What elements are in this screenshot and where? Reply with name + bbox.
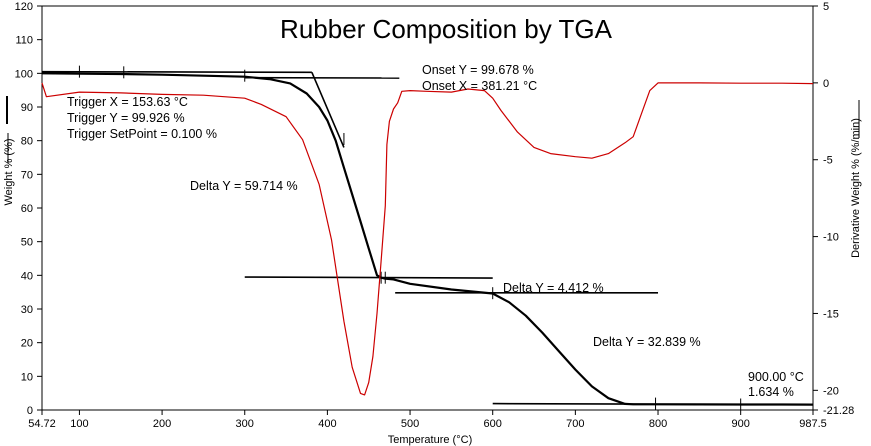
x-tick-label: 700	[566, 418, 584, 430]
y2-tick-label: -10	[823, 232, 839, 244]
annotation-trigger-x: Trigger X = 153.63 °C	[67, 95, 188, 109]
y-tick-label: 50	[21, 237, 33, 249]
x-tick-label: 400	[318, 418, 336, 430]
y-tick-label: 60	[21, 203, 33, 215]
y-tick-label: 40	[21, 270, 33, 282]
y-tick-label: 0	[27, 405, 33, 417]
onset-tangent-line	[311, 72, 345, 148]
y-tick-label: 120	[15, 1, 33, 13]
x-axis-title: Temperature (°C)	[388, 434, 472, 446]
baseline-extrapolation	[41, 70, 312, 74]
y2-tick-label: -20	[823, 385, 839, 397]
step-1-lower-line	[244, 276, 493, 279]
y2-axis-title: Derivative Weight % (%/min)	[850, 118, 862, 258]
y2-tick-label: -21.28	[823, 405, 854, 417]
y2-tick-label: -5	[823, 155, 833, 167]
y-tick-label: 10	[21, 371, 33, 383]
series-group	[41, 72, 814, 406]
annotation-point-weight: 1.634 %	[748, 385, 794, 399]
y-tick-label: 20	[21, 338, 33, 350]
y-axis-right: 5 0 -5 -10 -15 -20 -21.28	[813, 1, 854, 417]
x-tick-label: 800	[649, 418, 667, 430]
y-tick-label: 90	[21, 102, 33, 114]
y-tick-label: 70	[21, 169, 33, 181]
annotation-trigger-y: Trigger Y = 99.926 %	[67, 111, 185, 125]
y2-tick-label: 0	[823, 78, 829, 90]
y2-tick-label: 5	[823, 1, 829, 13]
x-tick-label: 100	[70, 418, 88, 430]
derivative-weight-line	[41, 82, 814, 396]
y-tick-label: 80	[21, 136, 33, 148]
y2-tick-label: -15	[823, 308, 839, 320]
annotation-point-temp: 900.00 °C	[748, 370, 804, 384]
y-axis-title: Weight % (%)	[3, 138, 15, 205]
annotation-onset-y: Onset Y = 99.678 %	[422, 63, 534, 77]
y-tick-label: 30	[21, 304, 33, 316]
x-tick-label: 900	[731, 418, 749, 430]
annotation-delta-1: Delta Y = 59.714 %	[190, 179, 298, 193]
x-tick-label: 600	[484, 418, 502, 430]
annotation-trigger-setpoint: Trigger SetPoint = 0.100 %	[67, 127, 217, 141]
chart-title: Rubber Composition by TGA	[280, 14, 613, 44]
y-tick-label: 100	[15, 68, 33, 80]
y-tick-label: 110	[15, 35, 33, 47]
x-tick-label: 987.5	[799, 418, 827, 430]
x-tick-label: 200	[153, 418, 171, 430]
y-axis-left: 0 10 20 30 40 50 60 70 80 90 100 110 120	[15, 1, 42, 417]
x-axis: 54.72 100 200 300 400 500 600 700 800 900 987.5	[28, 410, 827, 430]
annotation-delta-2: Delta Y = 4.412 %	[503, 281, 604, 295]
x-tick-label: 300	[236, 418, 254, 430]
annotation-onset-x: Onset X = 381.21 °C	[422, 79, 537, 93]
annotation-delta-3: Delta Y = 32.839 %	[593, 335, 701, 349]
x-tick-label: 500	[401, 418, 419, 430]
weight-percent-line	[41, 72, 814, 406]
x-tick-label: 54.72	[28, 418, 56, 430]
